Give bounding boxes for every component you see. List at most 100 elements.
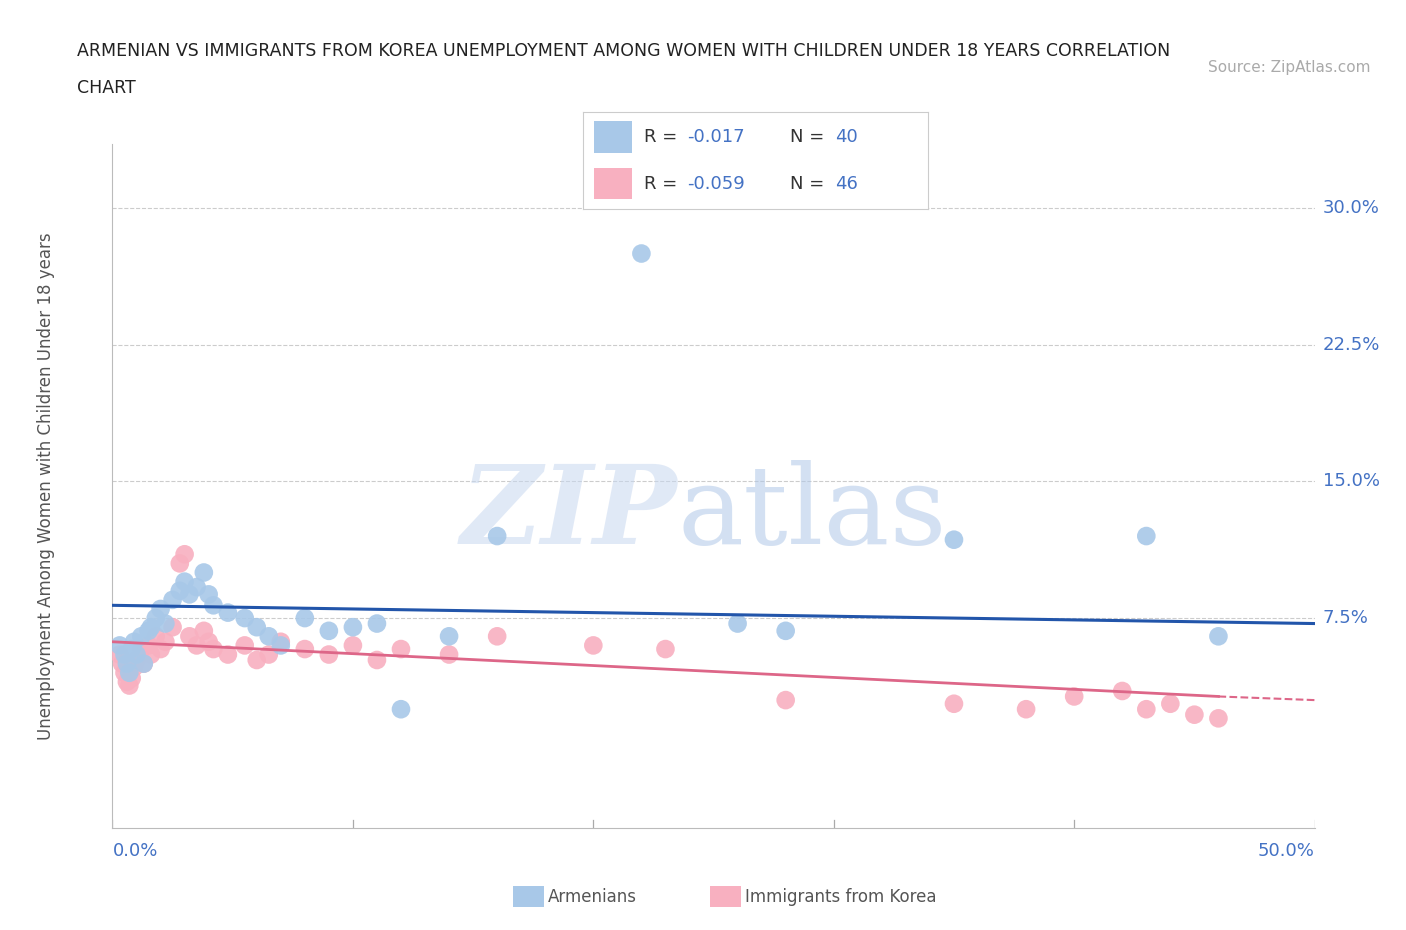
Text: Unemployment Among Women with Children Under 18 years: Unemployment Among Women with Children U… [38,232,55,739]
Point [1015,702,1038,717]
Point [186,638,208,653]
Point [145,629,167,644]
Point [162,619,184,634]
Point [197,587,219,602]
Point [366,616,388,631]
Point [942,697,965,711]
Point [1208,711,1230,725]
Point [139,619,162,634]
Text: CHART: CHART [77,79,136,97]
Point [114,665,136,680]
Text: N =: N = [790,175,830,193]
Point [217,605,239,620]
Point [389,702,412,717]
Point [294,642,316,657]
Text: 7.5%: 7.5% [1323,609,1369,627]
Point [122,634,145,649]
Point [1208,629,1230,644]
Point [775,623,797,638]
Point [118,665,141,680]
Point [155,616,177,631]
Point [118,678,141,693]
Text: Armenians: Armenians [548,887,637,906]
FancyBboxPatch shape [593,122,631,153]
Point [169,556,191,571]
Point [630,246,652,261]
Point [121,671,143,685]
Point [257,647,280,662]
Text: R =: R = [644,175,683,193]
Point [775,693,797,708]
Point [138,623,160,638]
Point [437,629,460,644]
Point [342,619,364,634]
Point [270,638,292,653]
Text: -0.017: -0.017 [688,128,744,146]
Point [246,619,269,634]
Point [202,598,225,613]
Point [155,634,177,649]
Text: ARMENIAN VS IMMIGRANTS FROM KOREA UNEMPLOYMENT AMONG WOMEN WITH CHILDREN UNDER 1: ARMENIAN VS IMMIGRANTS FROM KOREA UNEMPL… [77,42,1171,60]
Text: -0.059: -0.059 [688,175,745,193]
Point [193,623,215,638]
Point [138,638,160,653]
Point [173,547,195,562]
Point [1184,707,1206,722]
Point [342,638,364,653]
Point [149,642,172,657]
Point [193,565,215,580]
Point [121,642,143,657]
Point [270,634,292,649]
Point [149,602,172,617]
Point [122,660,145,675]
Text: 40: 40 [835,128,858,146]
Point [1135,702,1157,717]
Point [108,638,131,653]
Point [108,647,131,662]
Point [139,647,162,662]
Point [197,634,219,649]
Point [125,647,148,662]
Point [186,579,208,594]
FancyBboxPatch shape [593,168,631,200]
Point [115,657,138,671]
Point [318,647,340,662]
Text: N =: N = [790,128,830,146]
Text: 50.0%: 50.0% [1258,843,1315,860]
Point [169,583,191,598]
Point [582,638,605,653]
Text: ZIP: ZIP [461,459,678,567]
Text: Source: ZipAtlas.com: Source: ZipAtlas.com [1208,60,1371,75]
Point [389,642,412,657]
Point [233,638,256,653]
Text: 30.0%: 30.0% [1323,199,1379,217]
Point [366,653,388,668]
Point [202,642,225,657]
Point [318,623,340,638]
Point [162,592,184,607]
Point [132,657,155,671]
Point [486,629,509,644]
Text: 0.0%: 0.0% [112,843,157,860]
Point [437,647,460,662]
Text: Immigrants from Korea: Immigrants from Korea [745,887,936,906]
Point [125,653,148,668]
Point [145,611,167,626]
Point [1111,684,1133,698]
Point [115,674,138,689]
Point [217,647,239,662]
Point [294,611,316,626]
Point [727,616,749,631]
Point [942,532,965,547]
Point [131,642,153,657]
Point [1063,689,1085,704]
Point [111,657,134,671]
Text: 15.0%: 15.0% [1323,472,1379,490]
Point [132,657,155,671]
Point [114,647,136,662]
Text: 46: 46 [835,175,858,193]
Text: atlas: atlas [678,459,948,566]
Point [257,629,280,644]
Point [654,642,676,657]
Text: R =: R = [644,128,683,146]
